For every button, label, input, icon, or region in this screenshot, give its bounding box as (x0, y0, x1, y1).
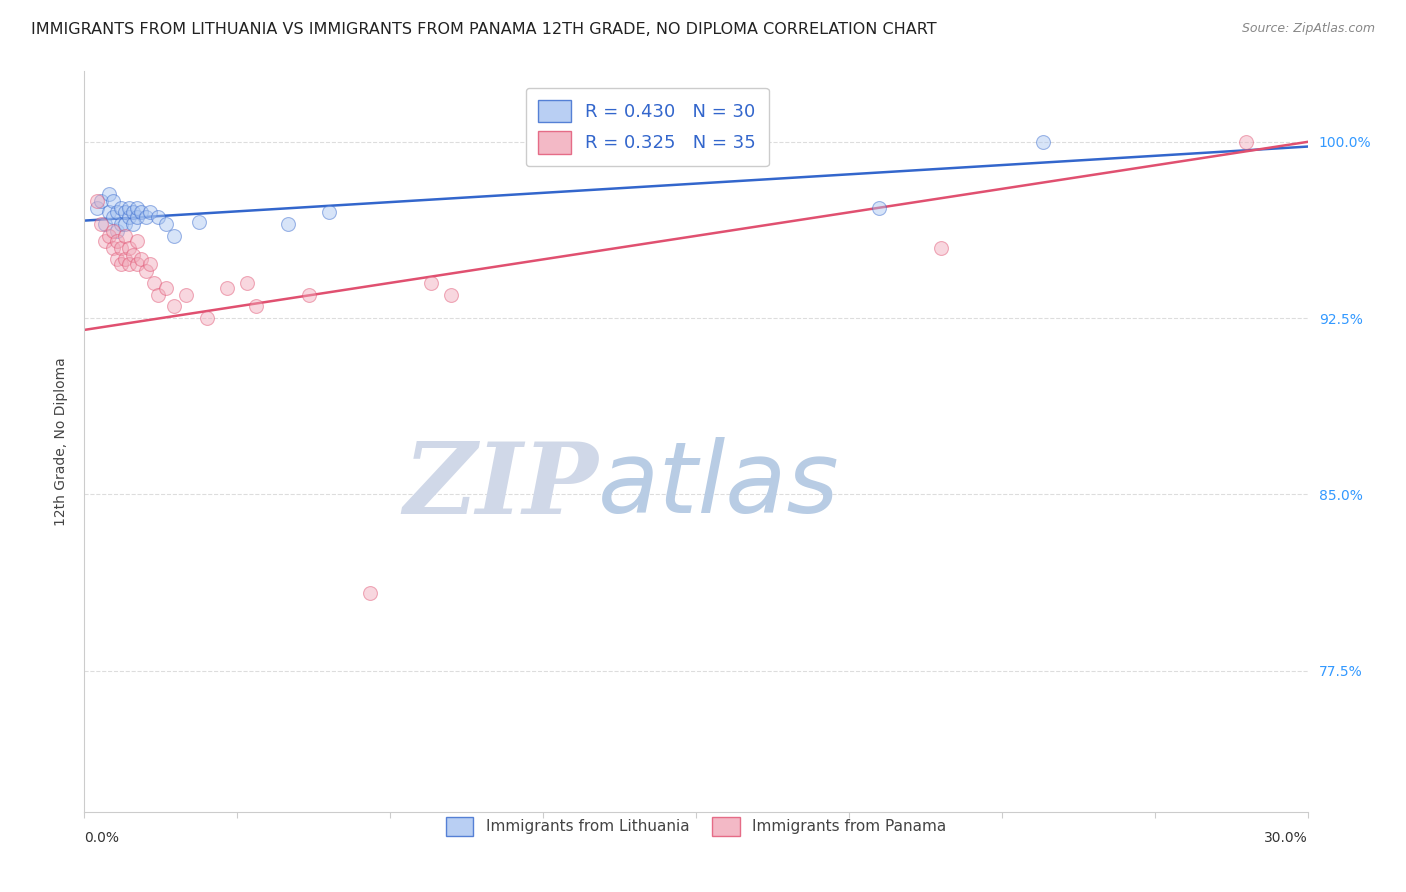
Point (110, 257, 132, 271)
Point (440, 287, 463, 301)
Point (1236, 135, 1258, 149)
Point (127, 210, 149, 224)
Point (114, 217, 136, 231)
Point (174, 287, 197, 301)
Point (142, 276, 165, 290)
Point (101, 241, 124, 255)
Point (122, 205, 145, 219)
Point (127, 201, 149, 215)
Point (110, 241, 132, 255)
Point (195, 311, 218, 326)
Point (105, 234, 128, 248)
Point (127, 234, 149, 248)
Point (138, 205, 160, 219)
Point (118, 241, 141, 255)
Point (146, 287, 169, 301)
Point (114, 205, 136, 219)
Point (217, 280, 239, 294)
Point (105, 224, 128, 238)
Point (1032, 135, 1054, 149)
Text: 30.0%: 30.0% (1264, 830, 1308, 845)
Text: ZIP: ZIP (404, 438, 598, 534)
Point (122, 217, 145, 231)
Point (135, 210, 157, 224)
Point (97, 186, 120, 201)
Point (277, 217, 299, 231)
Point (155, 217, 177, 231)
Point (86, 194, 108, 208)
Point (93, 217, 115, 231)
Point (163, 299, 186, 313)
Point (122, 248, 145, 262)
Point (163, 228, 186, 243)
Point (118, 257, 141, 271)
Point (135, 264, 157, 278)
Point (929, 241, 952, 255)
Text: 0.0%: 0.0% (84, 830, 120, 845)
Point (138, 257, 160, 271)
Point (101, 210, 124, 224)
Point (90, 217, 112, 231)
Point (118, 210, 141, 224)
Point (97, 205, 120, 219)
Point (236, 276, 259, 290)
Point (359, 586, 381, 600)
Text: IMMIGRANTS FROM LITHUANIA VS IMMIGRANTS FROM PANAMA 12TH GRADE, NO DIPLOMA CORRE: IMMIGRANTS FROM LITHUANIA VS IMMIGRANTS … (31, 22, 936, 37)
Point (110, 201, 132, 215)
Point (97, 228, 120, 243)
Text: atlas: atlas (598, 437, 839, 534)
Point (114, 228, 136, 243)
Point (90, 194, 112, 208)
Point (420, 276, 443, 290)
Point (114, 252, 136, 267)
Point (131, 205, 153, 219)
Legend: Immigrants from Lithuania, Immigrants from Panama: Immigrants from Lithuania, Immigrants fr… (437, 808, 955, 845)
Point (131, 252, 153, 267)
Point (93, 234, 115, 248)
Point (127, 257, 149, 271)
Point (105, 252, 128, 267)
Point (101, 224, 124, 238)
Point (146, 210, 169, 224)
Point (86, 201, 108, 215)
Y-axis label: 12th Grade, No Diploma: 12th Grade, No Diploma (53, 357, 67, 526)
Point (101, 194, 124, 208)
Point (298, 287, 321, 301)
Point (318, 205, 340, 219)
Point (245, 299, 267, 313)
Point (118, 201, 141, 215)
Text: Source: ZipAtlas.com: Source: ZipAtlas.com (1241, 22, 1375, 36)
Point (110, 217, 132, 231)
Point (869, 201, 891, 215)
Point (187, 215, 209, 229)
Point (155, 280, 177, 294)
Point (105, 205, 128, 219)
